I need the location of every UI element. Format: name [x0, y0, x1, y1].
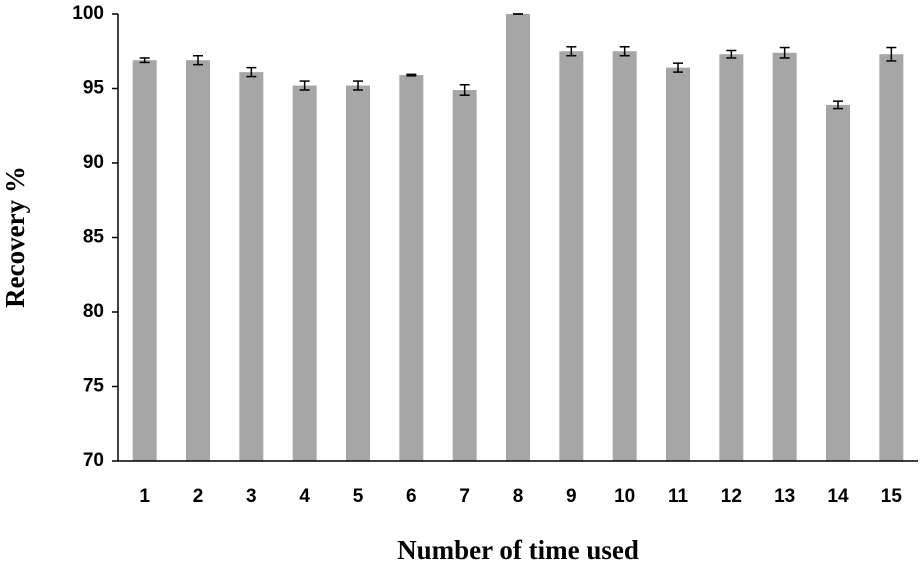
- error-bar: [193, 54, 203, 66]
- bar: [826, 104, 850, 461]
- y-axis-title: Recovery %: [0, 166, 30, 308]
- bar: [239, 72, 264, 462]
- y-tick-label: 80: [83, 301, 104, 322]
- x-tick-label: 4: [299, 486, 310, 507]
- error-bar: [673, 62, 683, 73]
- y-tick-label: 95: [83, 78, 105, 99]
- x-tick-label: 14: [827, 486, 849, 507]
- x-tick-label: 12: [721, 486, 742, 507]
- x-tick-label: 10: [614, 486, 635, 507]
- error-bar: [833, 100, 843, 110]
- error-bar: [459, 84, 470, 96]
- bar: [559, 51, 584, 461]
- error-bar: [619, 46, 630, 57]
- x-tick-label: 13: [774, 486, 795, 507]
- x-tick-label: 11: [668, 486, 689, 507]
- x-tick-label: 9: [566, 486, 577, 507]
- y-tick-label: 75: [83, 376, 105, 397]
- y-tick-label: 85: [83, 227, 105, 248]
- error-bar: [139, 57, 150, 64]
- bar: [346, 85, 370, 462]
- x-tick-label: 3: [246, 486, 257, 507]
- error-bar: [886, 46, 897, 62]
- bar: [666, 67, 690, 461]
- x-tick-label: 6: [406, 486, 417, 507]
- x-tick-label: 15: [881, 486, 903, 507]
- x-tick-label: 8: [513, 486, 524, 507]
- x-tick-label: 5: [353, 486, 364, 507]
- x-tick-label: 2: [193, 486, 204, 507]
- y-tick-label: 90: [83, 152, 104, 173]
- error-bar: [779, 46, 790, 59]
- bar: [399, 75, 424, 461]
- x-axis-title: Number of time used: [397, 535, 639, 565]
- bar: [292, 85, 317, 462]
- y-tick-label: 70: [83, 450, 104, 471]
- bar: [452, 89, 477, 462]
- error-bar: [406, 73, 417, 77]
- error-bar: [299, 80, 310, 91]
- bar: [879, 54, 904, 461]
- bar: [506, 14, 530, 461]
- x-tick-label: 1: [139, 486, 150, 507]
- error-bar: [566, 46, 577, 57]
- bar: [186, 60, 210, 461]
- bar: [719, 54, 744, 461]
- y-tick-label: 100: [72, 3, 104, 24]
- bar: [612, 51, 637, 461]
- error-bar: [726, 49, 737, 59]
- bar: [772, 52, 797, 462]
- error-bar: [353, 80, 363, 91]
- error-bar: [246, 66, 257, 78]
- bar: [132, 60, 157, 461]
- x-tick-label: 7: [459, 486, 470, 507]
